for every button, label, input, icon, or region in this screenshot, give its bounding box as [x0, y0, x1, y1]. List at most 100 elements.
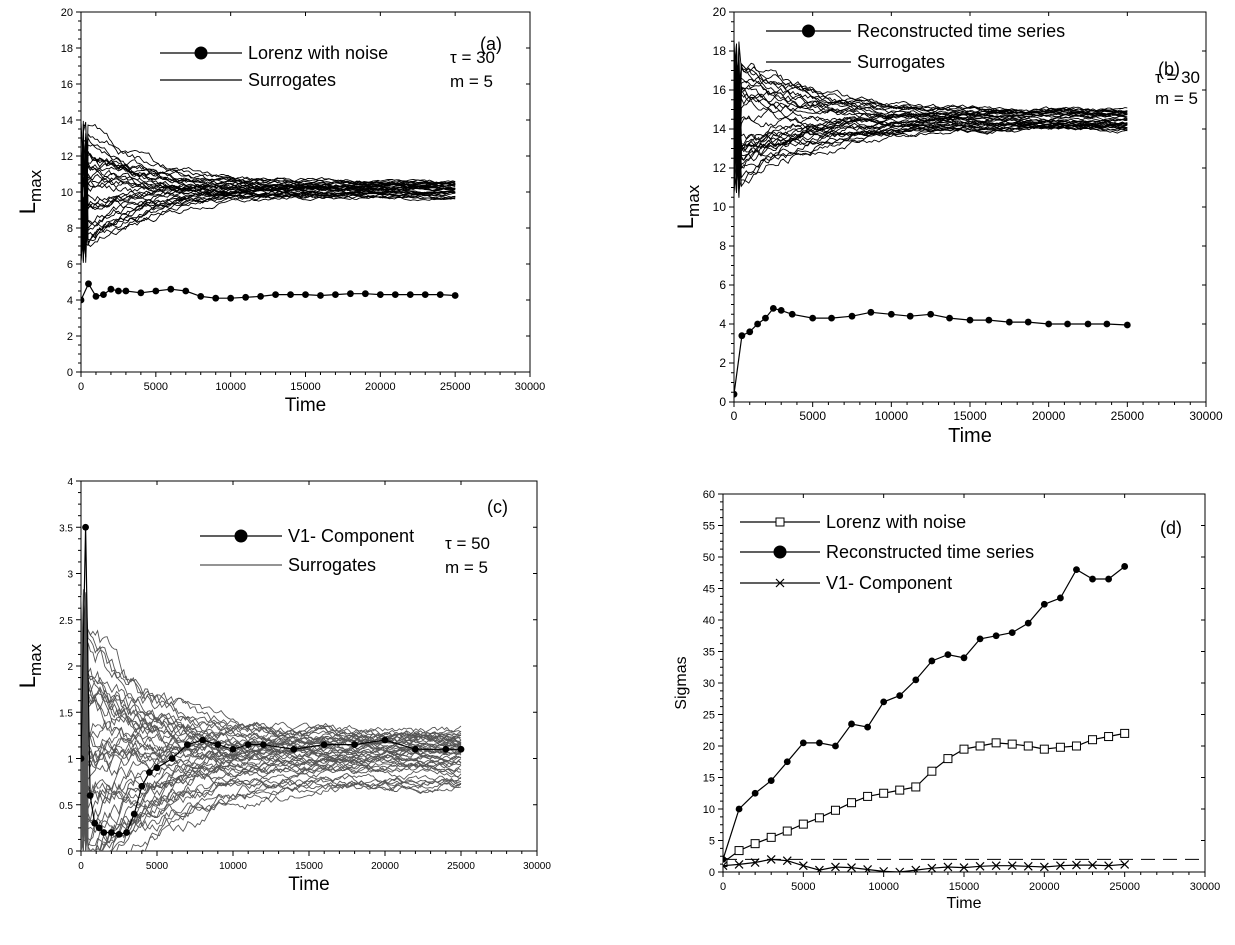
data-point: [1105, 575, 1112, 583]
data-point: [769, 305, 777, 312]
surrogate-line: [734, 63, 1128, 187]
y-tick-label: 12: [713, 161, 727, 175]
legend-label: Reconstructed time series: [857, 21, 1065, 41]
data-point: [137, 289, 145, 297]
data-point: [115, 830, 123, 838]
data-point: [242, 293, 250, 301]
data-point: [943, 754, 953, 764]
data-point: [290, 745, 298, 753]
data-point: [1072, 860, 1081, 870]
legend-label: V1- Component: [288, 526, 414, 546]
legend-marker: [802, 24, 815, 38]
data-point: [943, 862, 953, 872]
surrogate-line: [734, 45, 1128, 196]
data-point: [82, 523, 89, 531]
surrogate-line: [81, 760, 462, 851]
data-point: [229, 745, 237, 753]
data-point: [814, 813, 824, 823]
annotation: m = 5: [445, 558, 488, 577]
data-point: [912, 676, 920, 684]
y-tick-label: 10: [703, 804, 715, 816]
data-point: [391, 291, 399, 298]
y-tick-label: 4: [67, 295, 73, 307]
data-point: [1104, 861, 1114, 871]
panel-label: (b): [1158, 59, 1180, 79]
data-point: [863, 791, 873, 801]
surrogate-line: [81, 675, 462, 851]
x-tick-label: 15000: [290, 381, 321, 393]
data-point: [376, 291, 384, 298]
data-point: [864, 723, 871, 731]
legend-label: Surrogates: [248, 70, 336, 90]
y-tick-label: 14: [713, 122, 727, 136]
data-point: [412, 745, 419, 753]
y-tick-label: 3: [67, 570, 73, 581]
x-tick-label: 10000: [219, 861, 247, 872]
data-point: [81, 296, 85, 304]
data-point: [895, 867, 905, 872]
y-tick-label: 18: [713, 44, 727, 58]
data-point: [115, 287, 122, 295]
data-point: [1045, 320, 1053, 328]
data-point: [153, 764, 161, 772]
data-point: [847, 798, 857, 808]
data-point: [86, 792, 94, 799]
data-point: [85, 280, 92, 288]
annotation: τ = 50: [445, 534, 490, 553]
y-tick-label: 1: [67, 755, 73, 766]
series-line-1: [723, 566, 1126, 860]
y-tick-label: 6: [67, 259, 73, 271]
surrogate-line: [81, 678, 462, 851]
data-point: [244, 741, 252, 749]
x-tick-label: 15000: [295, 861, 323, 872]
x-tick-label: 25000: [1111, 409, 1145, 423]
legend-marker: [194, 46, 208, 60]
data-point: [799, 739, 807, 747]
y-axis-label: Sigmas: [673, 656, 690, 709]
data-point: [100, 291, 107, 298]
y-tick-label: 45: [703, 584, 715, 596]
y-tick-label: 10: [713, 200, 727, 214]
y-tick-label: 0: [67, 367, 73, 379]
data-point: [814, 865, 824, 872]
surrogate-line: [81, 592, 462, 851]
data-point: [1008, 629, 1016, 636]
surrogate-line: [81, 642, 462, 851]
data-point: [880, 698, 888, 706]
data-point: [767, 777, 775, 785]
data-point: [975, 861, 985, 871]
data-point: [867, 308, 875, 316]
data-point: [167, 285, 175, 293]
data-point: [182, 287, 190, 295]
y-tick-label: 4: [719, 317, 726, 331]
x-tick-label: 30000: [515, 381, 546, 393]
x-tick-label: 30000: [523, 861, 551, 872]
data-point: [92, 293, 100, 300]
surrogate-line: [734, 58, 1128, 139]
data-point: [959, 863, 969, 872]
x-tick-label: 20000: [365, 381, 396, 393]
data-point: [734, 860, 744, 869]
data-point: [138, 782, 146, 790]
data-point: [863, 865, 873, 872]
x-tick-label: 0: [78, 381, 84, 393]
data-point: [828, 314, 835, 322]
data-point: [798, 861, 808, 871]
surrogate-line: [734, 116, 1128, 194]
surrogate-line: [81, 737, 462, 851]
data-point: [966, 316, 974, 324]
data-point: [946, 314, 953, 322]
data-point: [927, 310, 935, 318]
surrogate-line: [81, 123, 456, 215]
data-point: [887, 310, 895, 318]
data-point: [214, 741, 222, 749]
surrogate-line: [81, 598, 462, 851]
data-point: [1123, 321, 1131, 329]
surrogate-line: [81, 179, 456, 249]
data-point: [991, 738, 1001, 748]
data-point: [130, 810, 138, 818]
data-point: [442, 745, 450, 753]
data-point: [782, 856, 792, 866]
data-point: [830, 805, 840, 815]
surrogate-line: [734, 80, 1128, 150]
